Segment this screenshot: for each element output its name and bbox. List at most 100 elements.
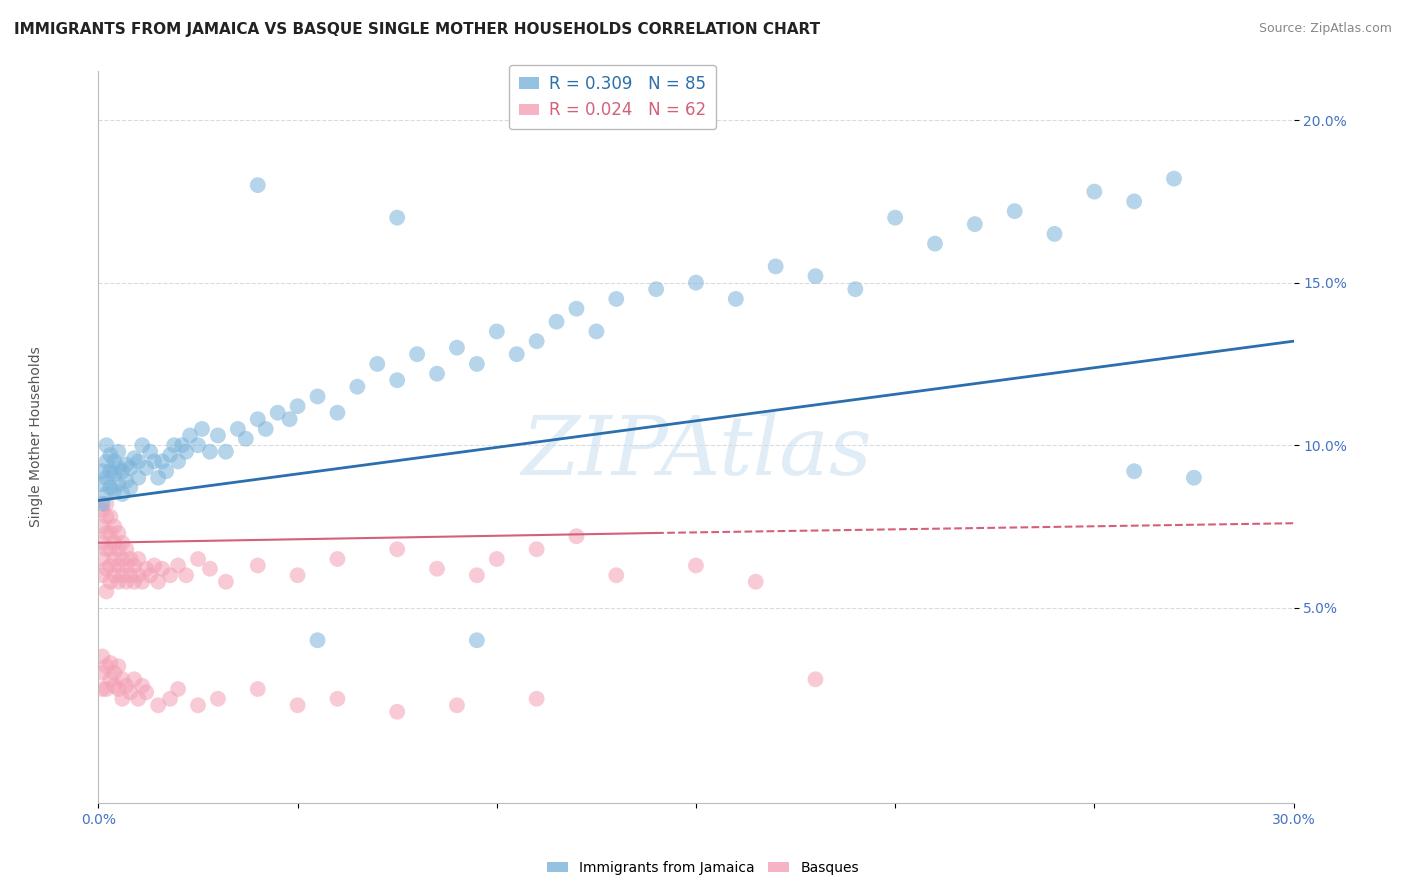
- Point: [406, 347, 429, 361]
- Point: [103, 552, 125, 566]
- Point: [107, 659, 129, 673]
- Point: [148, 574, 170, 589]
- Point: [278, 412, 301, 426]
- Point: [96, 471, 118, 485]
- Point: [96, 438, 118, 452]
- Point: [139, 568, 162, 582]
- Point: [465, 568, 488, 582]
- Point: [287, 568, 309, 582]
- Point: [91, 552, 114, 566]
- Point: [91, 519, 114, 533]
- Point: [326, 406, 349, 420]
- Point: [103, 467, 125, 482]
- Point: [98, 558, 122, 573]
- Point: [143, 454, 166, 468]
- Point: [131, 574, 153, 589]
- Point: [307, 389, 329, 403]
- Point: [139, 444, 162, 458]
- Point: [115, 542, 138, 557]
- Point: [605, 292, 627, 306]
- Point: [246, 681, 269, 696]
- Point: [91, 477, 114, 491]
- Point: [465, 633, 488, 648]
- Point: [426, 562, 449, 576]
- Point: [107, 681, 129, 696]
- Point: [215, 444, 238, 458]
- Point: [254, 422, 277, 436]
- Point: [963, 217, 986, 231]
- Point: [426, 367, 449, 381]
- Point: [91, 665, 114, 680]
- Point: [198, 562, 221, 576]
- Point: [446, 698, 468, 713]
- Point: [163, 438, 186, 452]
- Point: [91, 497, 114, 511]
- Y-axis label: Single Mother Households: Single Mother Households: [30, 347, 42, 527]
- Point: [150, 454, 173, 468]
- Point: [91, 503, 114, 517]
- Point: [506, 347, 529, 361]
- Point: [131, 679, 153, 693]
- Point: [111, 691, 134, 706]
- Point: [1083, 185, 1105, 199]
- Point: [246, 558, 269, 573]
- Point: [326, 552, 349, 566]
- Point: [148, 471, 170, 485]
- Point: [107, 477, 129, 491]
- Point: [103, 568, 125, 582]
- Point: [107, 558, 129, 573]
- Point: [127, 454, 149, 468]
- Point: [98, 448, 122, 462]
- Point: [346, 380, 368, 394]
- Point: [1182, 471, 1205, 485]
- Point: [1163, 171, 1185, 186]
- Point: [844, 282, 866, 296]
- Text: ZIPAtlas: ZIPAtlas: [520, 412, 872, 491]
- Point: [174, 568, 197, 582]
- Point: [96, 542, 118, 557]
- Point: [685, 276, 707, 290]
- Point: [187, 552, 209, 566]
- Point: [446, 341, 468, 355]
- Point: [124, 451, 146, 466]
- Point: [804, 673, 827, 687]
- Point: [287, 399, 309, 413]
- Point: [107, 526, 129, 541]
- Point: [135, 461, 157, 475]
- Point: [526, 542, 548, 557]
- Point: [287, 698, 309, 713]
- Point: [98, 656, 122, 670]
- Point: [565, 301, 588, 316]
- Point: [187, 698, 209, 713]
- Point: [103, 535, 125, 549]
- Point: [804, 269, 827, 284]
- Point: [724, 292, 747, 306]
- Point: [115, 679, 138, 693]
- Text: IMMIGRANTS FROM JAMAICA VS BASQUE SINGLE MOTHER HOUSEHOLDS CORRELATION CHART: IMMIGRANTS FROM JAMAICA VS BASQUE SINGLE…: [14, 22, 820, 37]
- Point: [174, 444, 197, 458]
- Point: [98, 464, 122, 478]
- Point: [1043, 227, 1066, 241]
- Point: [485, 552, 508, 566]
- Point: [226, 422, 249, 436]
- Point: [546, 315, 568, 329]
- Point: [765, 260, 787, 274]
- Point: [98, 574, 122, 589]
- Point: [585, 325, 607, 339]
- Text: Source: ZipAtlas.com: Source: ZipAtlas.com: [1258, 22, 1392, 36]
- Point: [191, 422, 214, 436]
- Point: [103, 679, 125, 693]
- Point: [111, 464, 134, 478]
- Point: [103, 454, 125, 468]
- Point: [96, 497, 118, 511]
- Point: [155, 464, 177, 478]
- Point: [96, 584, 118, 599]
- Point: [91, 681, 114, 696]
- Point: [111, 487, 134, 501]
- Point: [111, 552, 134, 566]
- Point: [167, 454, 190, 468]
- Point: [96, 487, 118, 501]
- Point: [267, 406, 290, 420]
- Point: [120, 480, 142, 494]
- Point: [103, 483, 125, 498]
